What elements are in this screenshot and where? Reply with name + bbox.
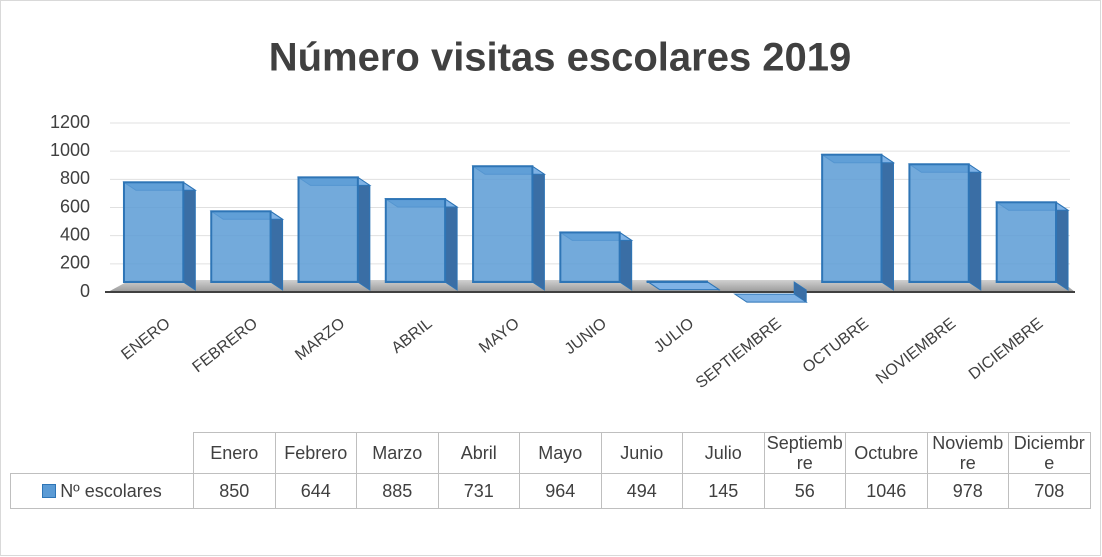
header-cell: Marzo (356, 432, 439, 474)
bar-front (559, 231, 621, 283)
y-tick-label: 0 (80, 281, 90, 301)
bar-front (472, 165, 534, 283)
bar (122, 181, 197, 291)
bar-side (444, 198, 458, 291)
header-cell: Julio (682, 432, 765, 474)
bar (209, 210, 285, 291)
y-tick-label: 600 (60, 196, 90, 216)
bar (820, 153, 896, 291)
value-cell: 708 (1008, 473, 1091, 509)
bar (471, 165, 547, 291)
header-cell: Mayo (519, 432, 602, 474)
bar-side (182, 181, 196, 291)
header-row: Enero Febrero Marzo Abril Mayo Junio Julio Sept… (11, 432, 1091, 474)
bar-front (384, 198, 447, 283)
chart-title: Número visitas escolares 2019 (269, 36, 852, 80)
value-cell: 1046 (845, 473, 928, 509)
bar-side (968, 163, 982, 291)
value-cell: 964 (519, 473, 602, 509)
value-cell: 978 (926, 473, 1009, 509)
bar-side (1055, 201, 1069, 291)
legend-swatch (42, 484, 57, 498)
value-cell: 494 (600, 473, 683, 509)
bar-side (357, 176, 371, 291)
bar-front (297, 176, 359, 283)
legend-label: Nº escolares (60, 481, 162, 501)
bar-front (908, 163, 970, 283)
data-table: Enero Febrero Marzo Abril Mayo Junio Julio Sept… (10, 432, 1091, 509)
header-cell: Junio (600, 432, 683, 474)
bar-front (210, 210, 272, 283)
bar-top (733, 293, 808, 303)
legend-cell: Nº escolares (10, 473, 194, 509)
bar (296, 176, 372, 291)
bar (384, 198, 459, 291)
header-cell: Octubre (845, 432, 928, 474)
bar-front (821, 153, 883, 284)
bar (995, 201, 1070, 291)
value-cell: 145 (682, 473, 765, 509)
bar-side (619, 231, 633, 291)
y-tick-label: 800 (60, 168, 90, 188)
y-tick-label: 200 (60, 253, 90, 273)
value-cell: 56 (763, 473, 846, 509)
value-cell: 850 (193, 473, 276, 509)
value-cell: 885 (356, 473, 439, 509)
header-cell: Febrero (274, 432, 357, 474)
data-row: Nº escolares 850 644 885 731 964 494 145 56 1046 9… (10, 473, 1091, 509)
header-cell: Noviembre (926, 432, 1009, 474)
header-cell: Abril (437, 432, 520, 474)
bar (907, 163, 983, 291)
bar-front (122, 181, 185, 284)
bar-side (880, 153, 894, 291)
header-cell: Enero (193, 432, 276, 474)
header-cell: Diciembre (1008, 432, 1091, 474)
header-cell: Septiembre (763, 432, 846, 474)
y-tick-label: 1000 (50, 140, 90, 160)
bar-side (531, 165, 545, 291)
y-tick-label: 1200 (50, 112, 90, 132)
blank-cell (11, 433, 194, 474)
bar-side (270, 210, 284, 291)
bar (645, 280, 721, 291)
value-cell: 731 (437, 473, 520, 509)
bar-front (995, 201, 1058, 283)
bar (558, 231, 634, 291)
bar (733, 281, 808, 304)
value-cell: 644 (274, 473, 357, 509)
y-tick-label: 400 (60, 224, 90, 244)
